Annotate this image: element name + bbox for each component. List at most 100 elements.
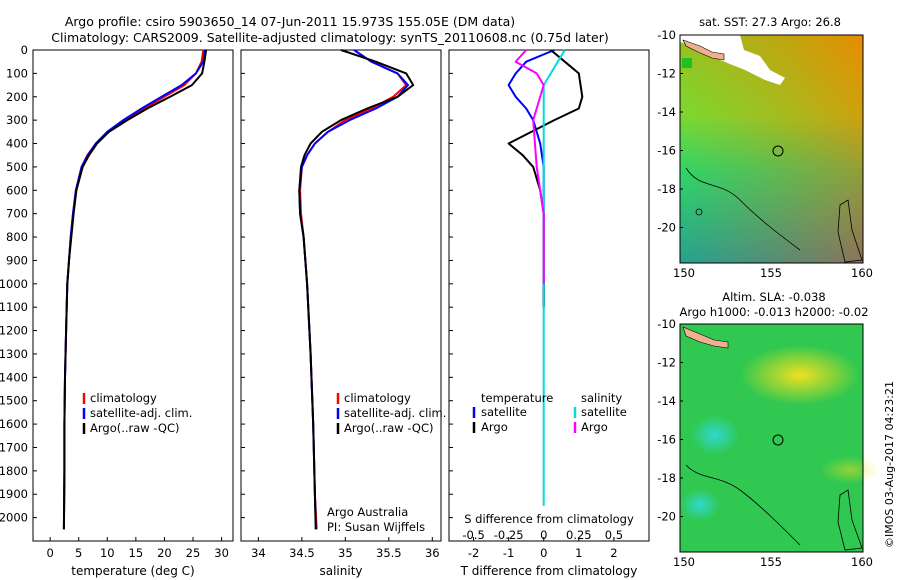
sst-green-pixel — [682, 58, 692, 68]
sla-argo-marker — [772, 434, 784, 446]
sst-argo-marker — [772, 145, 784, 157]
legend-sal-argo: Argo — [581, 420, 608, 434]
sst-map-frame — [679, 34, 864, 264]
legend-argo: Argo(..raw -QC) — [90, 421, 180, 435]
annotation-line-1: Argo Australia — [327, 505, 408, 519]
map-y-tick-label: -14 — [657, 394, 676, 408]
series-line-satellite-adj-clim- — [62, 49, 206, 530]
difference-top-xlabel: S difference from climatology — [464, 512, 634, 526]
s-tick-label: -0.25 — [494, 528, 524, 542]
map-y-tick-label: -16 — [657, 433, 676, 447]
depth-tick-label: 500 — [6, 160, 28, 174]
depth-tick-label: 300 — [6, 113, 28, 127]
map-x-tick-label: 150 — [673, 555, 695, 569]
header-line-2: Climatology: CARS2009. Satellite-adjuste… — [51, 30, 608, 45]
depth-tick-label: 1800 — [0, 464, 28, 478]
sla-title-line-2: Argo h1000: -0.013 h2000: -0.02 — [679, 305, 868, 319]
depth-tick-label: 400 — [6, 137, 28, 151]
salinity-legend: climatology satellite-adj. clim. Argo(..… — [327, 391, 446, 534]
depth-tick-label: 200 — [6, 90, 28, 104]
map-y-tick-label: -10 — [657, 317, 676, 331]
map-y-tick-label: -18 — [657, 471, 676, 485]
x-tick-label: 35.5 — [376, 546, 402, 560]
legend-temp-satellite: satellite — [481, 405, 527, 419]
map-y-tick-label: -12 — [657, 356, 676, 370]
header-line-1: Argo profile: csiro 5903650_14 07-Jun-20… — [65, 14, 515, 29]
salinity-plot: 34 34.5 35 35.5 36 — [251, 49, 440, 560]
map-y-tick-label: -10 — [657, 28, 676, 42]
s-tick-label: 0.5 — [605, 528, 623, 542]
x-tick-label: 5 — [75, 546, 82, 560]
map-y-tick-label: -14 — [657, 105, 676, 119]
s-tick-label: 0.25 — [566, 528, 592, 542]
map-x-tick-label: 150 — [673, 266, 695, 280]
salinity-xlabel: salinity — [319, 564, 362, 578]
depth-tick-label: 1500 — [0, 394, 28, 408]
map-y-tick-label: -18 — [657, 182, 676, 196]
x-tick-label: 15 — [129, 546, 144, 560]
legend-argo: Argo(..raw -QC) — [344, 421, 434, 435]
sst-island — [682, 39, 725, 61]
x-tick-label: 20 — [157, 546, 172, 560]
x-tick-label: 2 — [610, 546, 617, 560]
sst-contour — [685, 167, 801, 251]
s-tick-label: 0 — [540, 528, 547, 542]
depth-tick-label: 700 — [6, 207, 28, 221]
x-tick-label: 0 — [540, 546, 547, 560]
temperature-xlabel: temperature (deg C) — [71, 564, 194, 578]
sst-land-mask — [680, 35, 785, 85]
legend-temp-argo: Argo — [481, 420, 508, 434]
series-line-temperature-argo — [507, 49, 584, 308]
legend-satellite: satellite-adj. clim. — [90, 406, 192, 420]
sla-high-anomaly — [740, 345, 860, 405]
depth-tick-label: 1900 — [0, 487, 28, 501]
temperature-plot: 0 5 10 15 20 25 30 — [46, 49, 229, 560]
map-y-tick-label: -16 — [657, 144, 676, 158]
depth-tick-label: 1200 — [0, 324, 28, 338]
legend-satellite: satellite-adj. clim. — [344, 406, 446, 420]
sla-reef-contour — [837, 489, 863, 551]
timestamp: ©IMOS 03-Aug-2017 04:23:21 — [883, 381, 896, 548]
sst-small-marker — [695, 208, 703, 216]
sla-map-axes: 150 155 160 -10 -12 -14 -16 -18 -20 — [657, 317, 873, 569]
x-tick-label: 30 — [214, 546, 229, 560]
x-tick-label: 25 — [186, 546, 201, 560]
map-x-tick-label: 160 — [851, 555, 873, 569]
legend-sal-satellite: satellite — [581, 405, 627, 419]
x-tick-label: 0 — [46, 546, 53, 560]
sla-low-anomaly — [690, 415, 740, 455]
depth-tick-label: 1100 — [0, 300, 28, 314]
difference-xlabel: T difference from climatology — [460, 564, 638, 578]
depth-tick-label: 1600 — [0, 417, 28, 431]
map-y-tick-label: -20 — [657, 221, 676, 235]
sla-title-line-1: Altim. SLA: -0.038 — [722, 290, 826, 304]
sst-field-overlay — [680, 35, 863, 263]
depth-tick-label: 600 — [6, 183, 28, 197]
x-tick-label: -2 — [468, 546, 479, 560]
sla-island — [682, 326, 729, 349]
series-line-argo-raw-qc- — [62, 49, 208, 530]
x-tick-label: 1 — [575, 546, 582, 560]
depth-tick-label: 1700 — [0, 440, 28, 454]
x-tick-label: 10 — [100, 546, 115, 560]
difference-plot: -2 -1 0 1 2 -0.5 -0.25 0 0.25 0.5 — [462, 49, 623, 560]
depth-tick-label: 0 — [21, 43, 28, 57]
depth-tick-label: 100 — [6, 66, 28, 80]
sla-map — [679, 323, 880, 553]
s-tick-label: -0.5 — [462, 528, 484, 542]
map-y-tick-label: -20 — [657, 510, 676, 524]
map-x-tick-label: 155 — [760, 266, 782, 280]
series-line-satellite-adj-clim- — [298, 49, 409, 530]
x-tick-label: 34 — [251, 546, 266, 560]
annotation-line-2: PI: Susan Wijffels — [327, 520, 425, 534]
sla-contour — [685, 464, 801, 546]
legend-temperature-title: temperature — [481, 391, 553, 405]
legend-climatology: climatology — [90, 391, 157, 405]
depth-axis: 0 100 200 300 400 500 600 700 800 900 1000 1100 1200… — [0, 43, 453, 525]
map-x-tick-label: 155 — [760, 555, 782, 569]
difference-panel — [448, 49, 650, 542]
sst-map-title: sat. SST: 27.3 Argo: 26.8 — [699, 15, 841, 29]
series-line-argo-raw-qc- — [298, 49, 415, 530]
x-tick-label: -1 — [503, 546, 514, 560]
